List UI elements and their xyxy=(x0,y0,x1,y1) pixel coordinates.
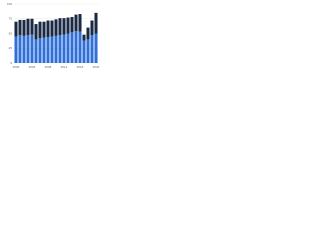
bar-segment xyxy=(62,18,66,35)
x-tick-label: 2020 xyxy=(93,65,100,69)
bar-segment xyxy=(90,20,94,36)
bar-segment xyxy=(54,19,58,36)
bar-segment xyxy=(46,37,50,63)
bar-segment xyxy=(46,20,50,38)
bar-segment xyxy=(58,18,62,36)
x-tick-label: 2004 xyxy=(29,65,36,69)
bar-segment xyxy=(78,31,82,63)
bar-segment xyxy=(82,40,86,63)
bar-segment xyxy=(42,37,46,63)
bar-segment xyxy=(70,32,74,63)
bar-segment xyxy=(94,12,98,34)
y-tick-label: 50 xyxy=(9,31,13,35)
bar-segment xyxy=(42,21,46,38)
bar-segment xyxy=(66,33,70,63)
bar-segment xyxy=(58,35,62,63)
y-tick-label: 75 xyxy=(9,17,13,21)
x-tick-label: 2008 xyxy=(45,65,52,69)
bar-segment xyxy=(34,39,38,63)
bar-segment xyxy=(50,20,54,37)
bar-segment xyxy=(78,14,82,32)
bar-segment xyxy=(50,36,54,63)
bar-segment xyxy=(14,36,18,63)
bar-segment xyxy=(66,17,70,34)
bar-segment xyxy=(54,35,58,63)
bar-segment xyxy=(62,34,66,63)
x-tick-label: 2016 xyxy=(77,65,84,69)
bar-segment xyxy=(38,21,42,39)
x-tick-label: 2012 xyxy=(61,65,68,69)
bar-segment xyxy=(82,34,86,41)
y-tick-label: 25 xyxy=(9,46,13,50)
bar-segment xyxy=(86,39,90,63)
bar-segment xyxy=(30,18,34,35)
chart: 0 25 50 75 100 2000 2004 2008 2012 2016 2020 xyxy=(7,2,100,69)
bar-segment xyxy=(30,34,34,63)
x-tick-label: 2000 xyxy=(13,65,20,69)
bar-segment xyxy=(18,35,22,63)
bar-segment xyxy=(74,31,78,63)
bar-segment xyxy=(94,33,98,63)
bar-segment xyxy=(18,19,22,36)
bar-segment xyxy=(26,35,30,63)
bar-segment xyxy=(86,27,90,40)
bar-segment xyxy=(90,35,94,63)
bar-segment xyxy=(34,24,38,40)
bar-segment xyxy=(38,38,42,63)
bar-segment xyxy=(14,21,18,37)
y-tick-label: 0 xyxy=(10,61,12,65)
bar-segment xyxy=(22,19,26,36)
bar-segment xyxy=(22,35,26,63)
bar-segment xyxy=(74,14,78,32)
bar-segment xyxy=(70,16,74,33)
bar-segment xyxy=(26,18,30,36)
y-tick-label: 100 xyxy=(7,2,12,6)
